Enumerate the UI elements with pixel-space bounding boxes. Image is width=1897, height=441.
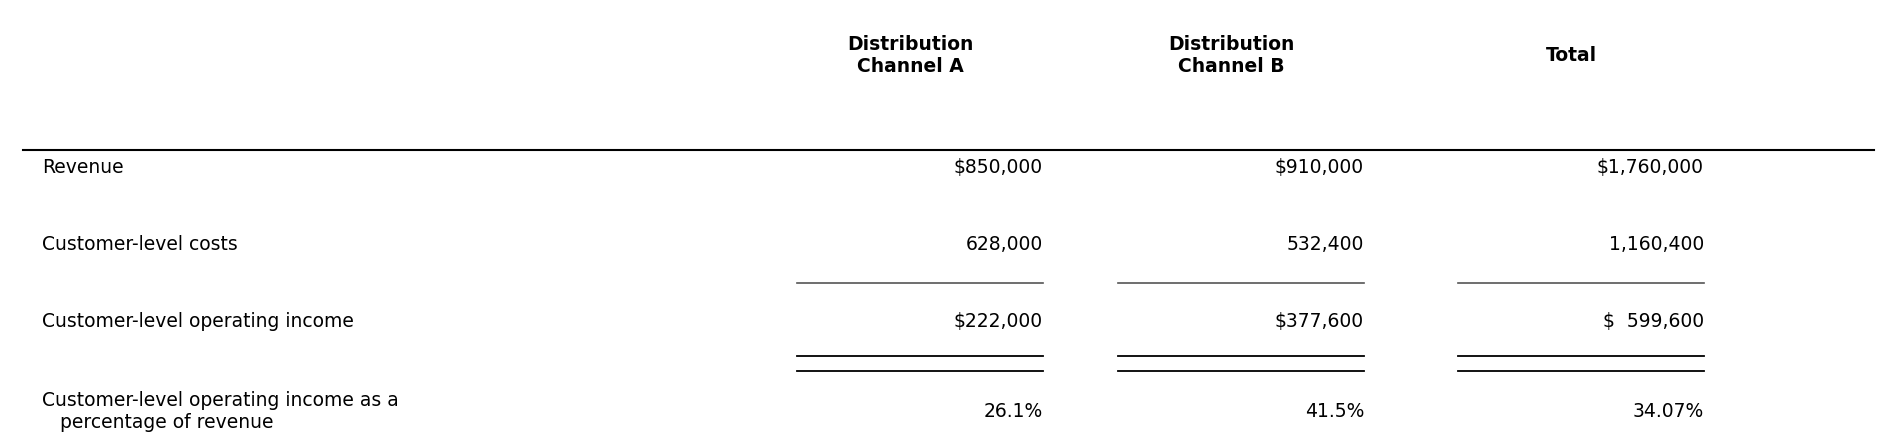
Text: Distribution
Channel B: Distribution Channel B — [1169, 35, 1296, 76]
Text: $377,600: $377,600 — [1275, 312, 1364, 331]
Text: 26.1%: 26.1% — [985, 402, 1043, 421]
Text: Total: Total — [1546, 46, 1597, 65]
Text: 41.5%: 41.5% — [1305, 402, 1364, 421]
Text: Revenue: Revenue — [42, 158, 123, 177]
Text: $910,000: $910,000 — [1275, 158, 1364, 177]
Text: $222,000: $222,000 — [954, 312, 1043, 331]
Text: $1,760,000: $1,760,000 — [1597, 158, 1704, 177]
Text: Customer-level costs: Customer-level costs — [42, 235, 237, 254]
Text: 1,160,400: 1,160,400 — [1609, 235, 1704, 254]
Text: 532,400: 532,400 — [1286, 235, 1364, 254]
Text: Customer-level operating income as a
   percentage of revenue: Customer-level operating income as a per… — [42, 391, 398, 432]
Text: $850,000: $850,000 — [954, 158, 1043, 177]
Text: $  599,600: $ 599,600 — [1603, 312, 1704, 331]
Text: 628,000: 628,000 — [966, 235, 1043, 254]
Text: Customer-level operating income: Customer-level operating income — [42, 312, 355, 331]
Text: 34.07%: 34.07% — [1633, 402, 1704, 421]
Text: Distribution
Channel A: Distribution Channel A — [848, 35, 973, 76]
